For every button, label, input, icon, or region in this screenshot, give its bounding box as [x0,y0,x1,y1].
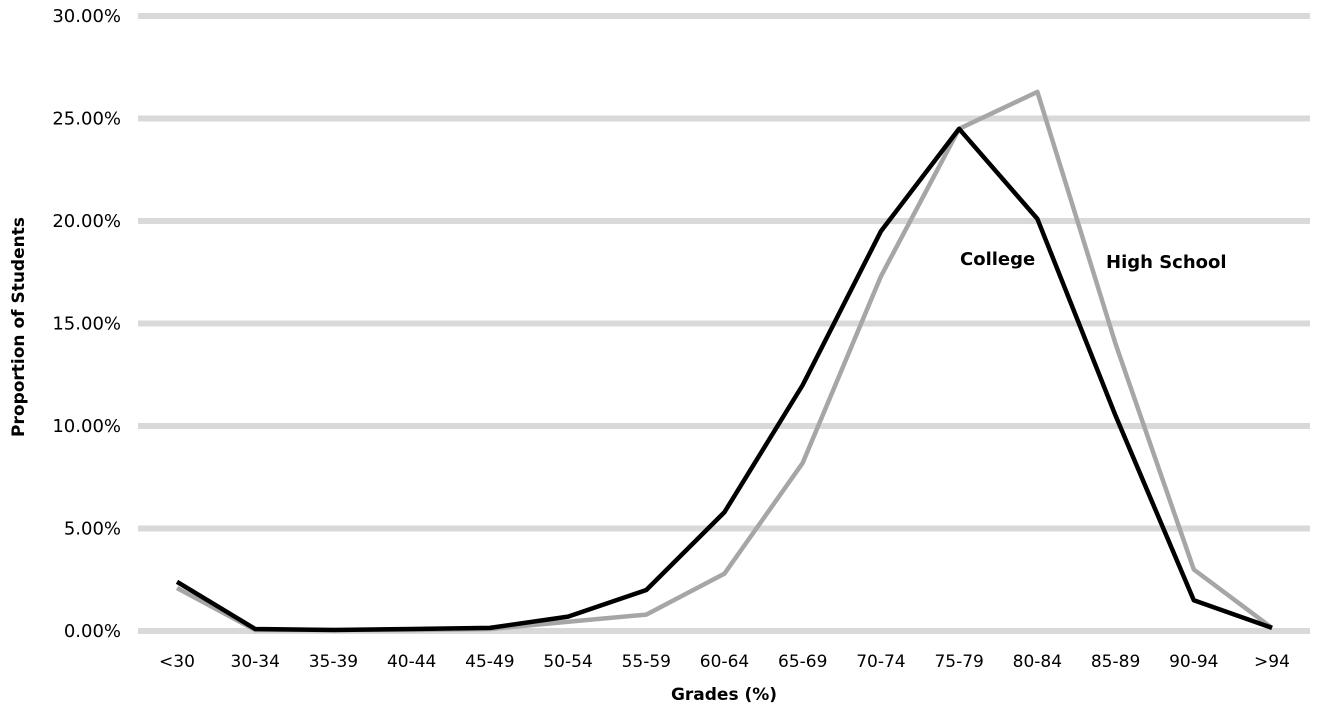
x-axis-ticks: <30 30-34 35-39 40-44 45-49 50-54 55-59 60-64 65… [159,652,1290,672]
y-axis-title: Proportion of Students [9,217,29,437]
x-tick-label: 50-54 [543,652,592,672]
high-school-series-line [175,89,1274,633]
x-axis-title: Grades (%) [671,685,777,705]
x-tick-label: 55-59 [622,652,671,672]
x-tick-label: 70-74 [856,652,905,672]
y-tick-label: 10.00% [52,416,121,437]
y-tick-label: 25.00% [52,109,121,130]
x-tick-label: 75-79 [934,652,983,672]
gridlines [138,13,1310,634]
y-tick-label: 30.00% [52,6,121,27]
x-tick-label: 65-69 [778,652,827,672]
series-lines [175,89,1274,633]
x-tick-label: <30 [159,652,195,672]
x-tick-label: 90-94 [1169,652,1218,672]
y-tick-label: 15.00% [52,314,121,335]
y-tick-label: 0.00% [64,621,121,642]
x-tick-label: >94 [1254,652,1290,672]
y-axis-ticks: 0.00% 5.00% 10.00% 15.00% 20.00% 25.00% 30.00% [52,6,121,642]
high-school-series-label: High School [1106,252,1227,273]
x-tick-label: 30-34 [231,652,280,672]
college-series-label: College [960,249,1035,270]
x-tick-label: 35-39 [309,652,358,672]
x-tick-label: 60-64 [700,652,749,672]
x-tick-label: 85-89 [1091,652,1140,672]
y-tick-label: 20.00% [52,211,121,232]
x-tick-label: 40-44 [387,652,436,672]
x-tick-label: 45-49 [465,652,514,672]
college-series-line [175,126,1273,633]
x-tick-label: 80-84 [1013,652,1062,672]
y-tick-label: 5.00% [64,519,121,540]
